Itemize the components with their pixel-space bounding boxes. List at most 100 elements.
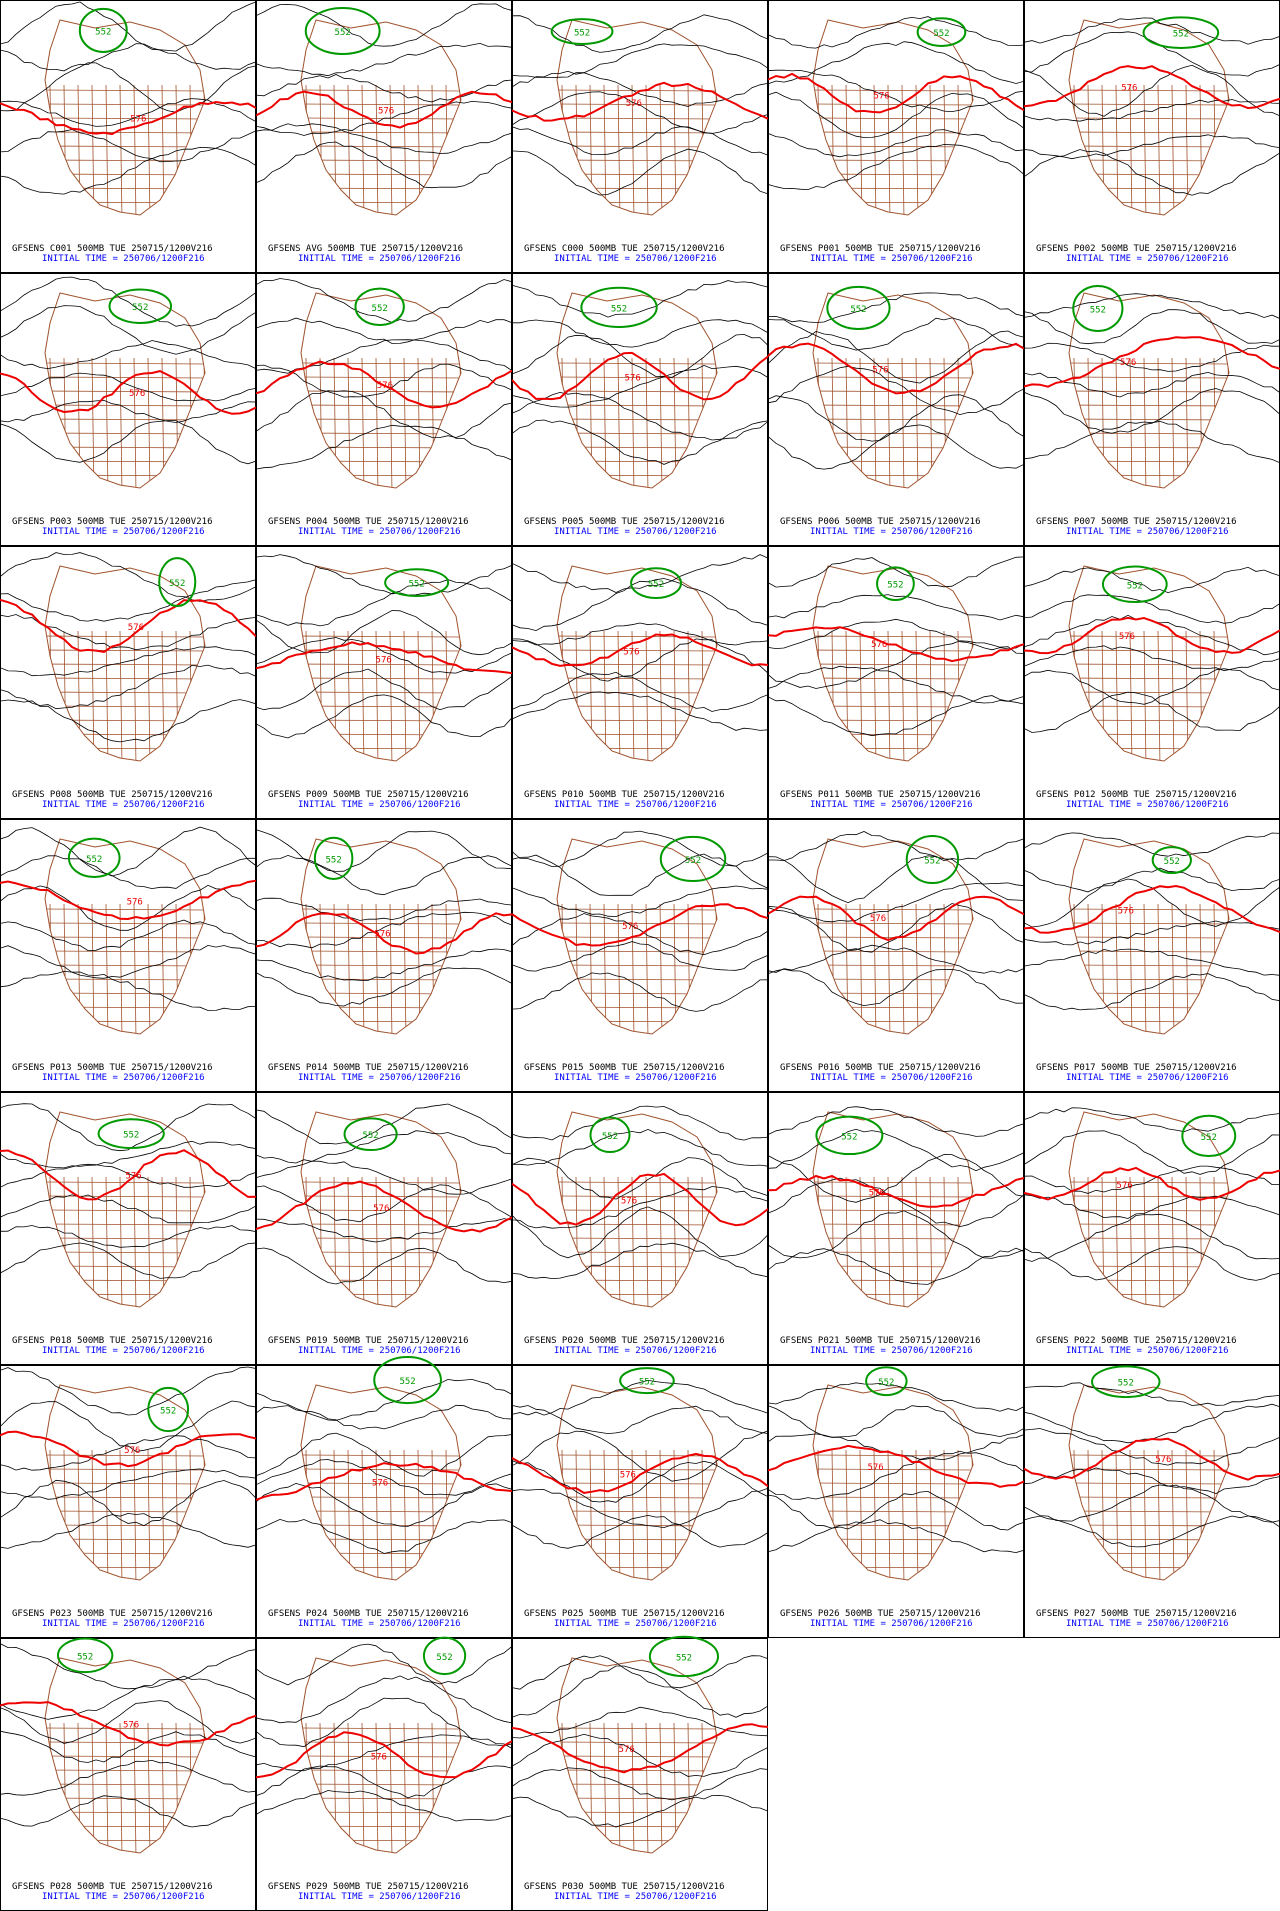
state-line xyxy=(557,691,717,694)
state-line xyxy=(859,84,863,215)
height-contour xyxy=(511,1157,769,1200)
state-line xyxy=(659,903,663,1034)
state-line xyxy=(873,1176,877,1307)
coastline xyxy=(44,19,206,216)
state-line xyxy=(813,649,973,652)
state-line xyxy=(301,950,461,953)
state-line xyxy=(813,1482,973,1485)
state-line xyxy=(45,404,205,407)
contour-576 xyxy=(0,370,257,415)
initial-time: INITIAL TIME = 250706/1200F216 xyxy=(554,254,717,264)
state-line xyxy=(859,1176,863,1307)
contour-576 xyxy=(511,903,769,947)
coastline xyxy=(1068,1384,1230,1581)
panel-border xyxy=(256,1365,512,1638)
contour-label: 576 xyxy=(621,1196,637,1206)
panel-title: GFSENS P011 500MB TUE 250715/1200V216 xyxy=(780,790,980,800)
height-contour xyxy=(0,1194,257,1224)
contour-552 xyxy=(343,1117,398,1152)
panel-title: GFSENS P014 500MB TUE 250715/1200V216 xyxy=(268,1063,468,1073)
state-line xyxy=(45,1783,205,1786)
caption-bg xyxy=(264,1060,504,1084)
state-line xyxy=(1143,1176,1147,1307)
height-contour xyxy=(255,668,513,711)
height-contour xyxy=(1023,1194,1280,1219)
contour-label: 576 xyxy=(873,91,889,101)
map-panel: 576 552 GFSENS P011 500MB TUE 250715/1200V… xyxy=(767,546,1025,819)
state-line xyxy=(1115,1176,1119,1307)
height-contour xyxy=(767,903,1025,953)
panel-title: GFSENS P026 500MB TUE 250715/1200V216 xyxy=(780,1609,980,1619)
state-line xyxy=(659,357,663,488)
state-line xyxy=(813,1454,973,1457)
state-line xyxy=(603,357,607,488)
state-line xyxy=(901,357,905,488)
coastline xyxy=(812,1384,974,1581)
state-line xyxy=(557,131,717,134)
coastline xyxy=(812,838,974,1035)
state-line xyxy=(1069,1482,1229,1485)
state-line xyxy=(45,908,205,911)
height-contour xyxy=(511,1379,769,1416)
state-line xyxy=(1115,903,1119,1034)
height-contour xyxy=(511,691,769,731)
height-contour xyxy=(511,333,769,378)
contour-label: 576 xyxy=(1155,1455,1171,1465)
coastline xyxy=(300,838,462,1035)
state-line xyxy=(301,1482,461,1485)
map-panel: 576 552 GFSENS C001 500MB TUE 250715/1200V… xyxy=(0,0,257,273)
state-line xyxy=(119,357,123,488)
height-contour xyxy=(255,967,513,1007)
height-contour xyxy=(255,42,513,77)
state-line xyxy=(1069,663,1229,666)
state-line xyxy=(813,1181,973,1184)
state-line xyxy=(301,1454,461,1457)
state-line xyxy=(887,903,891,1034)
panel-title: GFSENS P024 500MB TUE 250715/1200V216 xyxy=(268,1609,468,1619)
height-contour xyxy=(767,944,1025,974)
height-contour xyxy=(0,399,257,423)
panel-title: GFSENS P012 500MB TUE 250715/1200V216 xyxy=(1036,790,1236,800)
contour-552 xyxy=(373,1356,442,1405)
state-line xyxy=(45,663,205,666)
state-line xyxy=(1069,964,1229,967)
map-panel: 576 552 GFSENS P024 500MB TUE 250715/1200V… xyxy=(255,1356,513,1638)
height-contour xyxy=(767,41,1025,85)
height-contour xyxy=(255,317,513,344)
state-line xyxy=(887,1449,891,1580)
state-line xyxy=(91,357,95,488)
state-line xyxy=(1143,1449,1147,1580)
height-contour xyxy=(1023,1515,1280,1548)
height-contour xyxy=(767,1405,1025,1438)
contour-576 xyxy=(511,633,769,667)
height-contour xyxy=(767,855,1025,904)
state-line xyxy=(361,1722,365,1853)
state-line xyxy=(603,1722,607,1853)
contour-label: 552 xyxy=(86,855,102,865)
state-line xyxy=(119,903,123,1034)
state-line xyxy=(147,357,151,488)
contour-label: 576 xyxy=(1121,84,1137,94)
height-contour xyxy=(255,1218,513,1243)
height-contour xyxy=(255,100,513,136)
state-line xyxy=(557,1209,717,1212)
height-contour xyxy=(767,317,1025,351)
height-contour xyxy=(0,1140,257,1169)
contour-label: 552 xyxy=(160,1406,176,1416)
state-line xyxy=(813,635,973,638)
state-line xyxy=(1069,649,1229,652)
state-line xyxy=(119,1176,123,1307)
contour-552 xyxy=(580,286,658,328)
height-contour xyxy=(255,424,513,470)
map-panel: 576 552 GFSENS P015 500MB TUE 250715/1200V… xyxy=(511,819,769,1092)
state-line xyxy=(133,630,137,761)
state-line xyxy=(1171,903,1175,1034)
caption-bg xyxy=(1032,1606,1272,1630)
state-line xyxy=(603,903,607,1034)
height-contour xyxy=(255,363,513,398)
height-contour xyxy=(0,1225,257,1248)
contour-552 xyxy=(97,1118,165,1150)
height-contour xyxy=(511,280,769,318)
state-line xyxy=(915,1176,919,1307)
